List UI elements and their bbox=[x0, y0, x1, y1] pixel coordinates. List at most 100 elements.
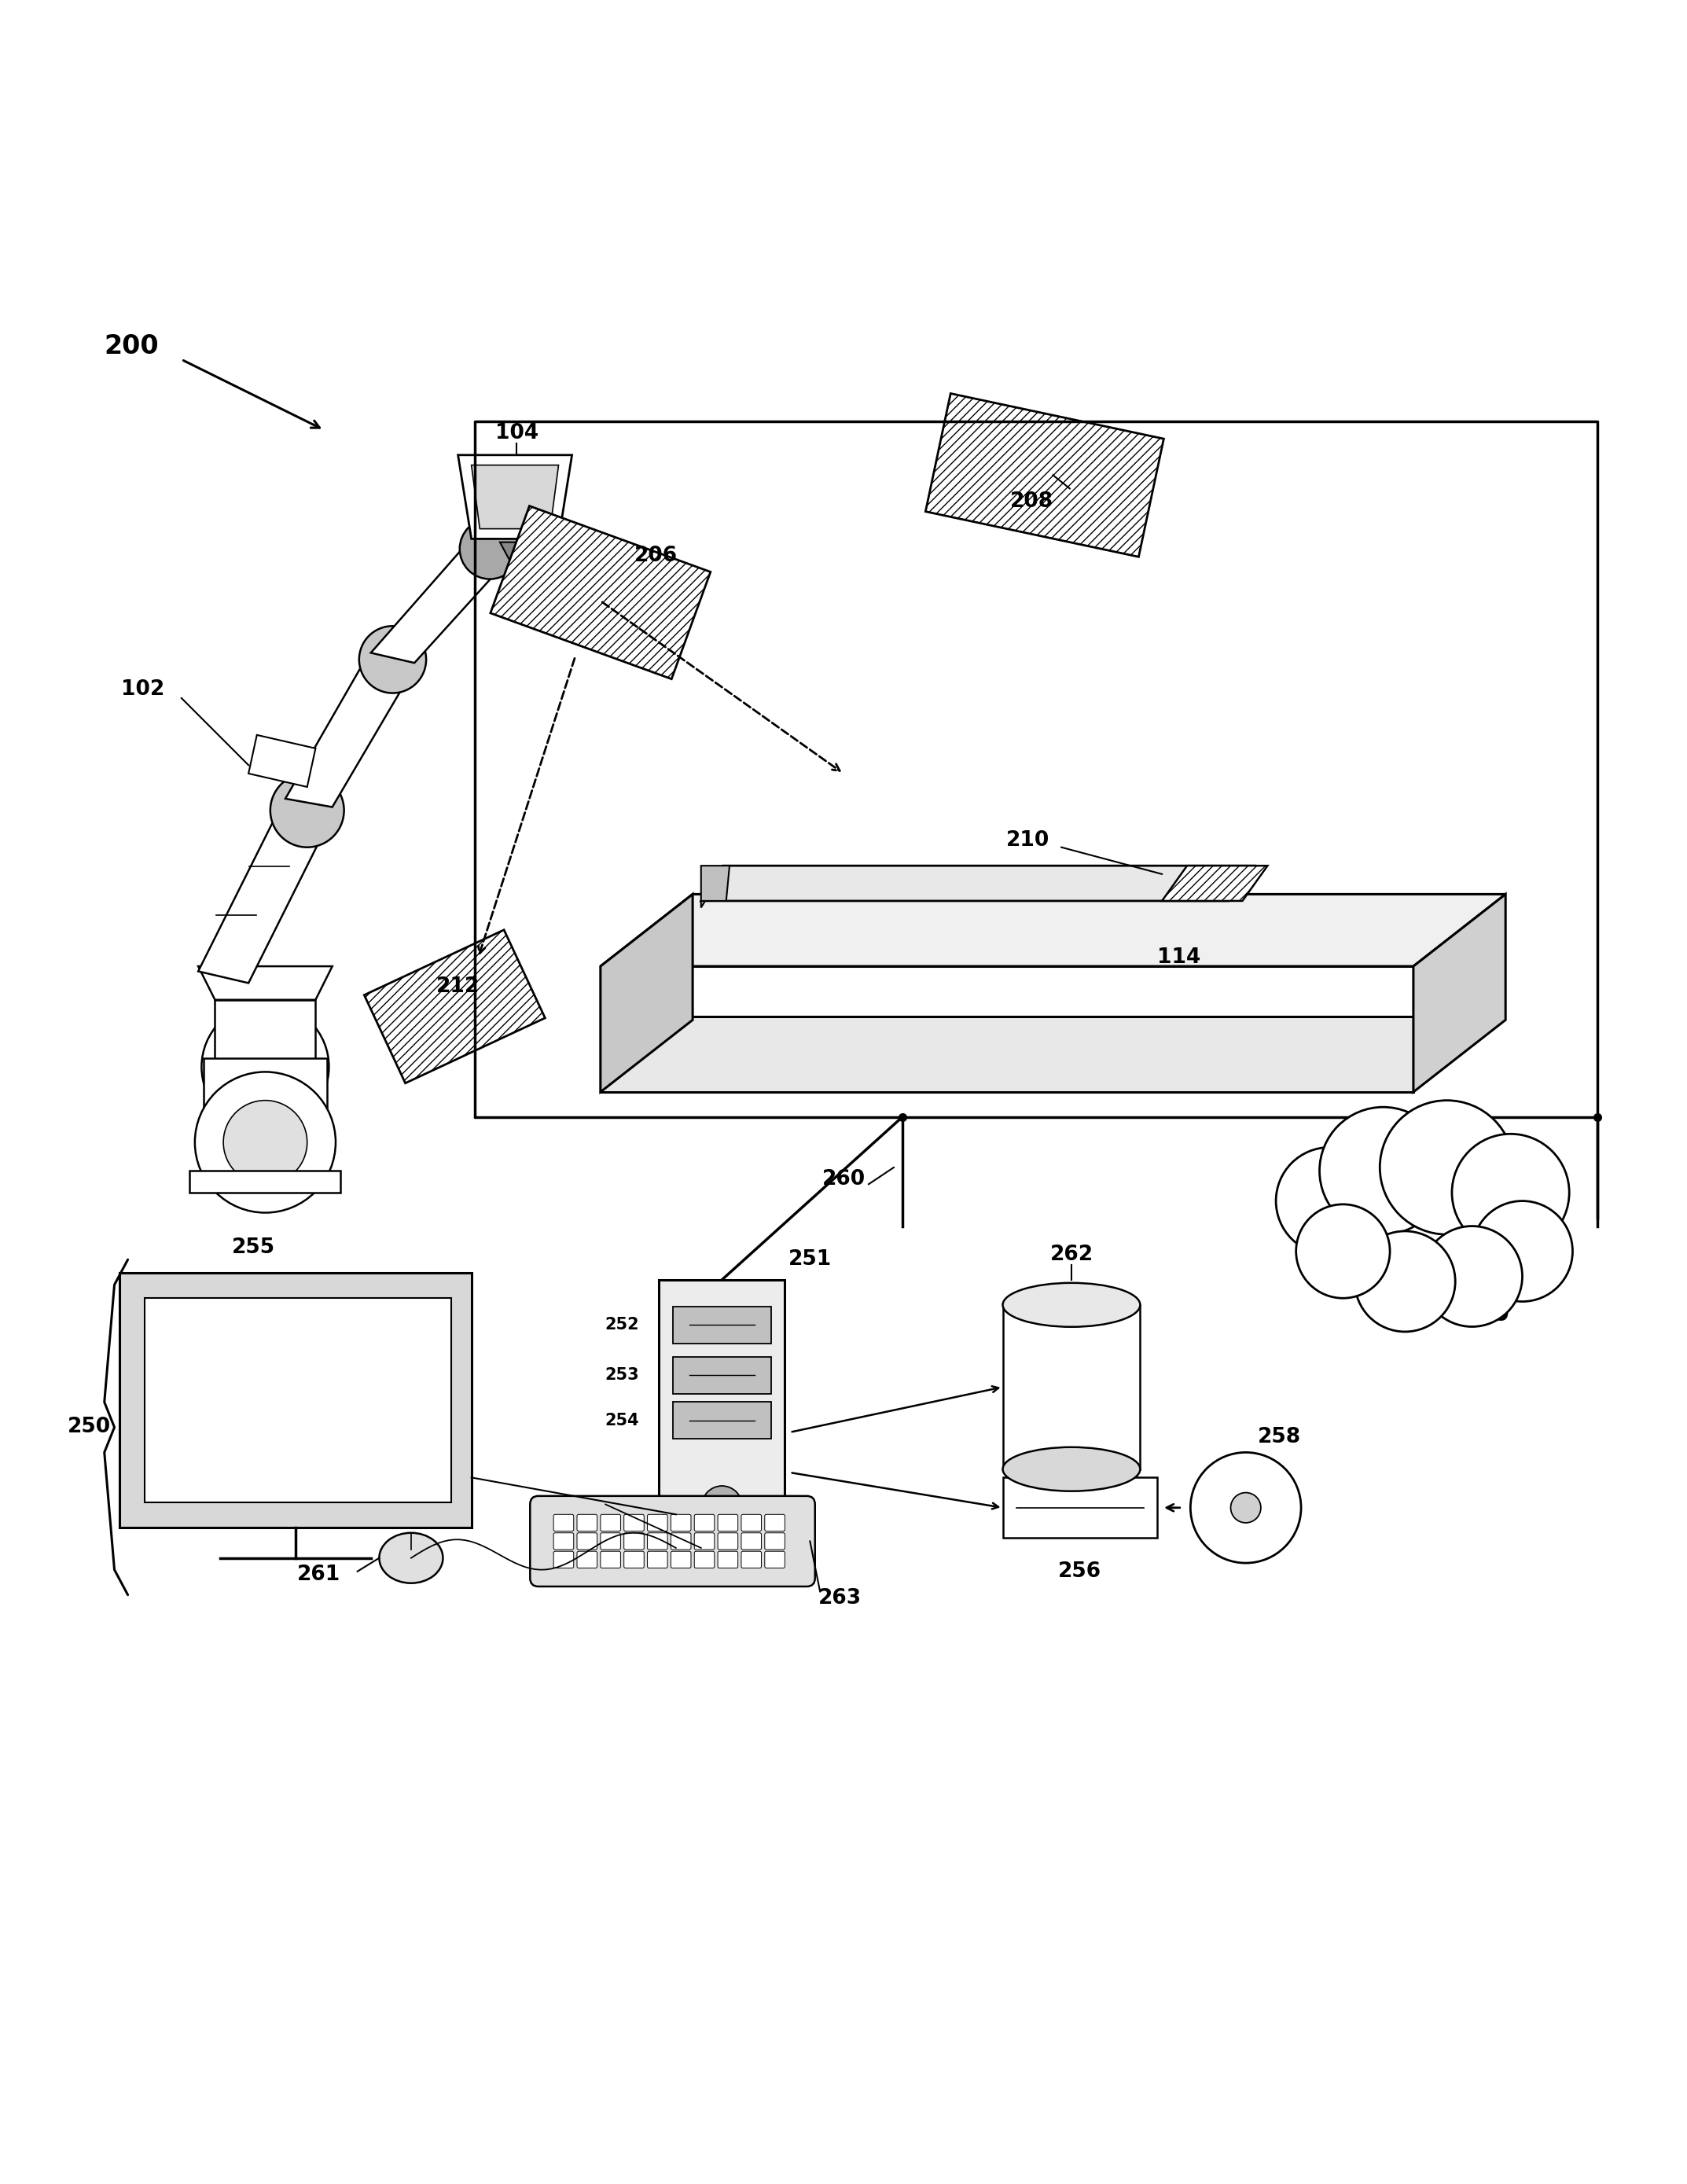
Circle shape bbox=[1319, 1107, 1447, 1234]
FancyBboxPatch shape bbox=[671, 1533, 692, 1551]
Text: 263: 263 bbox=[818, 1588, 862, 1607]
FancyBboxPatch shape bbox=[764, 1514, 784, 1531]
Text: 255: 255 bbox=[231, 1238, 275, 1258]
Polygon shape bbox=[702, 865, 1253, 902]
FancyBboxPatch shape bbox=[695, 1533, 714, 1551]
FancyBboxPatch shape bbox=[671, 1514, 692, 1531]
Circle shape bbox=[459, 520, 520, 579]
Polygon shape bbox=[702, 865, 722, 909]
Polygon shape bbox=[491, 507, 710, 679]
FancyBboxPatch shape bbox=[601, 1533, 621, 1551]
Polygon shape bbox=[1162, 865, 1267, 902]
Text: 102: 102 bbox=[121, 679, 165, 699]
Text: 260: 260 bbox=[822, 1168, 865, 1190]
FancyBboxPatch shape bbox=[553, 1514, 574, 1531]
Text: 261: 261 bbox=[297, 1564, 341, 1586]
FancyBboxPatch shape bbox=[624, 1533, 644, 1551]
FancyBboxPatch shape bbox=[695, 1551, 714, 1568]
Ellipse shape bbox=[1002, 1448, 1140, 1492]
FancyBboxPatch shape bbox=[717, 1533, 737, 1551]
Text: 253: 253 bbox=[606, 1367, 639, 1382]
Polygon shape bbox=[364, 930, 545, 1083]
Polygon shape bbox=[601, 893, 693, 1092]
Polygon shape bbox=[197, 804, 332, 983]
Circle shape bbox=[1380, 1101, 1513, 1234]
Polygon shape bbox=[214, 1000, 315, 1066]
Polygon shape bbox=[471, 465, 558, 529]
Polygon shape bbox=[673, 1402, 771, 1439]
FancyBboxPatch shape bbox=[577, 1533, 597, 1551]
Polygon shape bbox=[1002, 1479, 1157, 1538]
Circle shape bbox=[201, 1002, 329, 1131]
Circle shape bbox=[1191, 1452, 1301, 1564]
FancyBboxPatch shape bbox=[577, 1551, 597, 1568]
Ellipse shape bbox=[380, 1533, 444, 1583]
FancyBboxPatch shape bbox=[764, 1533, 784, 1551]
Circle shape bbox=[196, 1072, 336, 1212]
Text: 258: 258 bbox=[1257, 1426, 1301, 1448]
Text: 212: 212 bbox=[437, 976, 479, 996]
Polygon shape bbox=[660, 1280, 784, 1548]
Text: 206: 206 bbox=[634, 546, 678, 566]
Text: 259: 259 bbox=[1468, 1304, 1510, 1326]
Text: 254: 254 bbox=[606, 1413, 639, 1428]
FancyBboxPatch shape bbox=[577, 1514, 597, 1531]
FancyBboxPatch shape bbox=[741, 1514, 761, 1531]
Polygon shape bbox=[197, 965, 332, 1000]
Text: 262: 262 bbox=[1049, 1245, 1093, 1265]
FancyBboxPatch shape bbox=[695, 1514, 714, 1531]
FancyBboxPatch shape bbox=[741, 1551, 761, 1568]
Polygon shape bbox=[601, 965, 1414, 1016]
Circle shape bbox=[1355, 1232, 1456, 1332]
Polygon shape bbox=[601, 1016, 1414, 1092]
Text: 208: 208 bbox=[1011, 491, 1053, 513]
Polygon shape bbox=[285, 653, 417, 808]
Circle shape bbox=[1422, 1225, 1522, 1326]
FancyBboxPatch shape bbox=[553, 1551, 574, 1568]
Polygon shape bbox=[673, 1356, 771, 1393]
Text: 210: 210 bbox=[1005, 830, 1049, 852]
FancyBboxPatch shape bbox=[671, 1551, 692, 1568]
Circle shape bbox=[359, 627, 427, 692]
FancyBboxPatch shape bbox=[648, 1514, 668, 1531]
FancyBboxPatch shape bbox=[624, 1514, 644, 1531]
Polygon shape bbox=[457, 454, 572, 539]
Circle shape bbox=[1275, 1147, 1383, 1254]
Circle shape bbox=[702, 1485, 742, 1527]
Polygon shape bbox=[1002, 1304, 1140, 1470]
FancyBboxPatch shape bbox=[601, 1551, 621, 1568]
Circle shape bbox=[1232, 1492, 1260, 1522]
Polygon shape bbox=[702, 865, 729, 902]
Polygon shape bbox=[371, 542, 511, 664]
Text: 200: 200 bbox=[105, 334, 159, 358]
FancyBboxPatch shape bbox=[601, 1514, 621, 1531]
Circle shape bbox=[1338, 1133, 1522, 1319]
Text: 250: 250 bbox=[67, 1417, 111, 1437]
Circle shape bbox=[1473, 1201, 1572, 1302]
FancyBboxPatch shape bbox=[553, 1533, 574, 1551]
FancyBboxPatch shape bbox=[741, 1533, 761, 1551]
Circle shape bbox=[1453, 1133, 1569, 1251]
FancyBboxPatch shape bbox=[764, 1551, 784, 1568]
Polygon shape bbox=[673, 1306, 771, 1343]
Text: 256: 256 bbox=[1058, 1562, 1102, 1581]
Polygon shape bbox=[191, 1171, 341, 1192]
Text: 251: 251 bbox=[788, 1249, 832, 1269]
Polygon shape bbox=[601, 893, 1505, 965]
Polygon shape bbox=[248, 736, 315, 786]
Circle shape bbox=[1296, 1203, 1390, 1297]
Polygon shape bbox=[202, 1059, 327, 1109]
Polygon shape bbox=[145, 1297, 452, 1503]
Polygon shape bbox=[1414, 893, 1505, 1092]
Circle shape bbox=[223, 1101, 307, 1184]
Ellipse shape bbox=[1002, 1282, 1140, 1328]
FancyBboxPatch shape bbox=[648, 1533, 668, 1551]
Text: 104: 104 bbox=[494, 424, 538, 443]
FancyBboxPatch shape bbox=[530, 1496, 815, 1586]
Text: 252: 252 bbox=[606, 1317, 639, 1332]
Circle shape bbox=[270, 773, 344, 847]
Polygon shape bbox=[499, 542, 538, 563]
FancyBboxPatch shape bbox=[717, 1551, 737, 1568]
Text: 114: 114 bbox=[1157, 948, 1201, 968]
FancyBboxPatch shape bbox=[648, 1551, 668, 1568]
